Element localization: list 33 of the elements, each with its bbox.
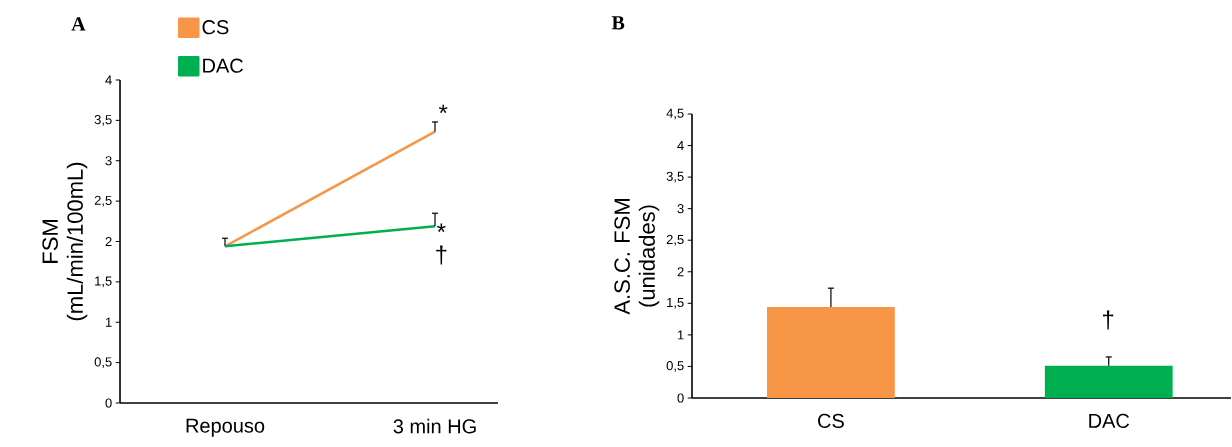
- y-tick-label: 3: [677, 204, 684, 214]
- y-tick-label: 2: [105, 236, 112, 247]
- y-tick-label: 2,5: [94, 195, 112, 207]
- x-tick-label: DAC: [1089, 413, 1130, 428]
- x-tick-label: CS: [818, 413, 844, 428]
- y-tick-label: 4: [677, 141, 684, 151]
- y-tick-label: 4,5: [666, 108, 684, 120]
- annotation: †: [1103, 310, 1114, 330]
- y-tick-label: 1,5: [95, 276, 112, 288]
- legend-label: DAC: [203, 58, 243, 73]
- y-axis-title: FSM (mL/min/100mL): [42, 162, 88, 321]
- y-tick-label: 0,5: [94, 357, 112, 368]
- chart-title: A: [71, 17, 86, 31]
- y-tick-label: 1: [677, 330, 684, 340]
- legend-label: CS: [202, 20, 229, 35]
- y-tick-label: 1: [105, 317, 112, 327]
- y-axis-title: A.S.C. FSM (unidades): [614, 199, 660, 315]
- y-tick-label: 0: [105, 398, 112, 408]
- annotation: *: [437, 223, 446, 232]
- annotation: †: [436, 245, 447, 265]
- chart-title: B: [611, 16, 625, 30]
- y-tick-label: 2,5: [666, 234, 684, 246]
- y-tick-label: 2: [677, 267, 684, 277]
- y-tick-label: 4: [105, 75, 112, 85]
- y-tick-label: 1,5: [667, 298, 684, 309]
- annotation: *: [438, 104, 448, 114]
- y-tick-label: 0: [677, 393, 684, 403]
- y-tick-label: 0,5: [666, 361, 684, 372]
- y-tick-label: 3,5: [666, 171, 684, 183]
- y-tick-label: 3: [105, 156, 112, 166]
- x-tick-label: 3 min HG: [393, 418, 476, 434]
- y-tick-label: 3,5: [94, 114, 112, 126]
- x-tick-label: Repouso: [186, 418, 265, 437]
